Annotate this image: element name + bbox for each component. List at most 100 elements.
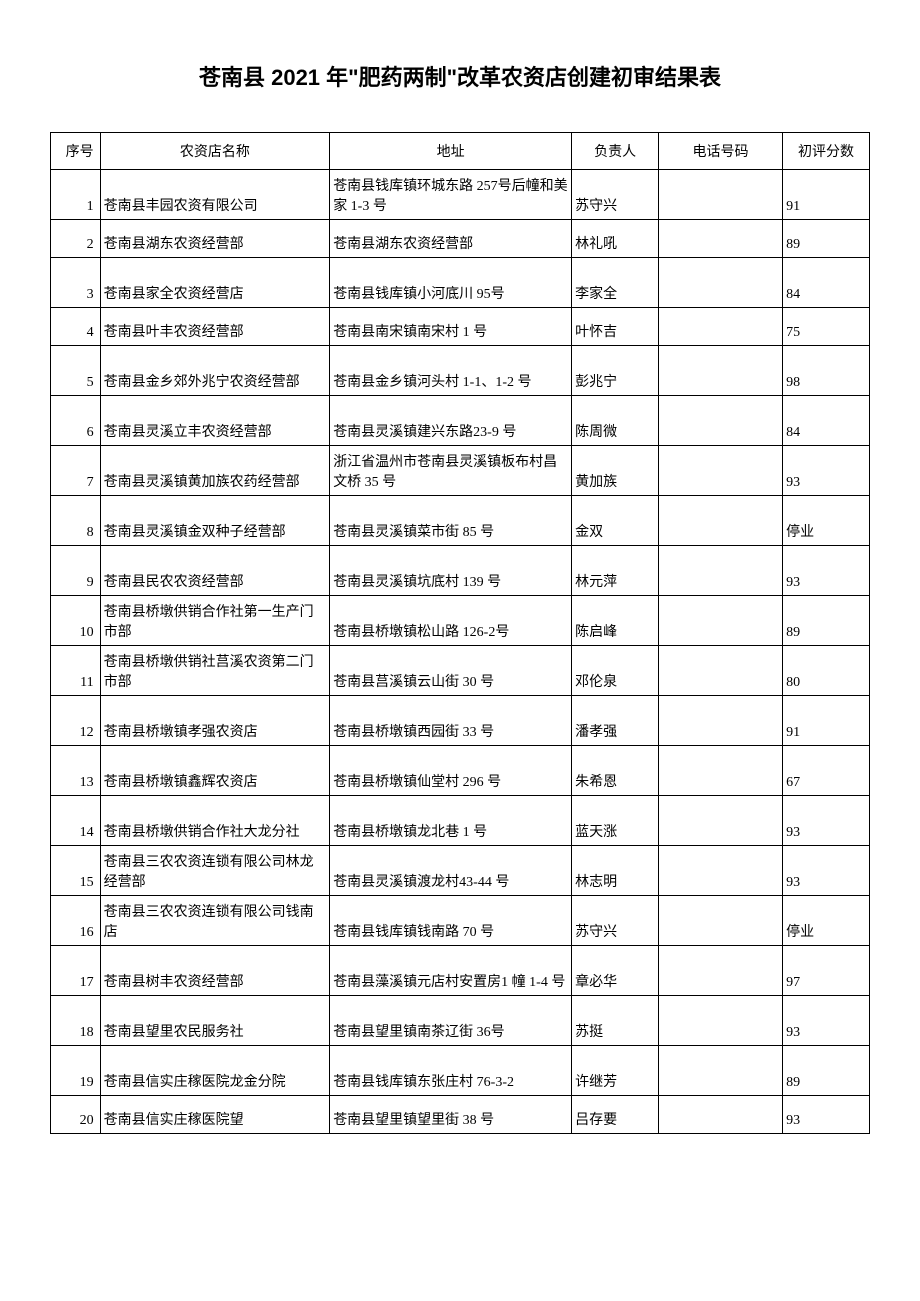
cell-name: 苍南县金乡郊外兆宁农资经营部 (100, 346, 330, 396)
cell-seq: 8 (51, 496, 101, 546)
cell-phone (659, 596, 783, 646)
header-person: 负责人 (572, 133, 659, 170)
cell-name: 苍南县丰园农资有限公司 (100, 170, 330, 220)
cell-name: 苍南县家全农资经营店 (100, 258, 330, 308)
cell-phone (659, 258, 783, 308)
cell-addr: 苍南县藻溪镇元店村安置房1 幢 1-4 号 (330, 946, 572, 996)
cell-phone (659, 496, 783, 546)
cell-phone (659, 308, 783, 346)
table-row: 11苍南县桥墩供销社莒溪农资第二门市部苍南县莒溪镇云山街 30 号邓伦泉80 (51, 646, 870, 696)
cell-name: 苍南县树丰农资经营部 (100, 946, 330, 996)
cell-phone (659, 846, 783, 896)
cell-seq: 14 (51, 796, 101, 846)
cell-score: 91 (783, 170, 870, 220)
cell-phone (659, 996, 783, 1046)
cell-phone (659, 396, 783, 446)
cell-name: 苍南县桥墩镇孝强农资店 (100, 696, 330, 746)
cell-score: 93 (783, 846, 870, 896)
table-row: 10苍南县桥墩供销合作社第一生产门市部苍南县桥墩镇松山路 126-2号陈启峰89 (51, 596, 870, 646)
cell-phone (659, 796, 783, 846)
table-row: 16苍南县三农农资连锁有限公司钱南店苍南县钱库镇钱南路 70 号苏守兴停业 (51, 896, 870, 946)
cell-addr: 苍南县钱库镇环城东路 257号后幢和美家 1-3 号 (330, 170, 572, 220)
header-seq: 序号 (51, 133, 101, 170)
cell-seq: 9 (51, 546, 101, 596)
table-row: 20苍南县信实庄稼医院望苍南县望里镇望里街 38 号吕存要93 (51, 1096, 870, 1134)
cell-score: 89 (783, 1046, 870, 1096)
table-row: 18苍南县望里农民服务社苍南县望里镇南茶辽街 36号苏挺93 (51, 996, 870, 1046)
cell-person: 朱希恩 (572, 746, 659, 796)
cell-score: 停业 (783, 496, 870, 546)
cell-name: 苍南县民农农资经营部 (100, 546, 330, 596)
cell-person: 许继芳 (572, 1046, 659, 1096)
cell-person: 林元萍 (572, 546, 659, 596)
cell-addr: 苍南县灵溪镇渡龙村43-44 号 (330, 846, 572, 896)
cell-person: 潘孝强 (572, 696, 659, 746)
cell-score: 93 (783, 796, 870, 846)
table-row: 6苍南县灵溪立丰农资经营部苍南县灵溪镇建兴东路23-9 号陈周微84 (51, 396, 870, 446)
table-row: 1苍南县丰园农资有限公司苍南县钱库镇环城东路 257号后幢和美家 1-3 号苏守… (51, 170, 870, 220)
cell-person: 林志明 (572, 846, 659, 896)
cell-phone (659, 446, 783, 496)
cell-name: 苍南县桥墩供销合作社大龙分社 (100, 796, 330, 846)
cell-seq: 20 (51, 1096, 101, 1134)
cell-name: 苍南县灵溪镇金双种子经营部 (100, 496, 330, 546)
cell-seq: 3 (51, 258, 101, 308)
cell-seq: 16 (51, 896, 101, 946)
cell-seq: 17 (51, 946, 101, 996)
table-row: 17苍南县树丰农资经营部苍南县藻溪镇元店村安置房1 幢 1-4 号章必华 97 (51, 946, 870, 996)
cell-score: 89 (783, 220, 870, 258)
cell-addr: 苍南县灵溪镇菜市街 85 号 (330, 496, 572, 546)
cell-name: 苍南县灵溪镇黄加族农药经营部 (100, 446, 330, 496)
cell-score: 84 (783, 396, 870, 446)
cell-phone (659, 896, 783, 946)
cell-person: 林礼吼 (572, 220, 659, 258)
cell-score: 84 (783, 258, 870, 308)
cell-person: 苏守兴 (572, 896, 659, 946)
table-row: 14苍南县桥墩供销合作社大龙分社苍南县桥墩镇龙北巷 1 号蓝天涨 93 (51, 796, 870, 846)
cell-name: 苍南县灵溪立丰农资经营部 (100, 396, 330, 446)
cell-addr: 苍南县钱库镇小河底川 95号 (330, 258, 572, 308)
table-row: 4苍南县叶丰农资经营部苍南县南宋镇南宋村 1 号叶怀吉75 (51, 308, 870, 346)
cell-score: 89 (783, 596, 870, 646)
cell-seq: 13 (51, 746, 101, 796)
cell-score: 93 (783, 546, 870, 596)
header-phone: 电话号码 (659, 133, 783, 170)
cell-addr: 苍南县桥墩镇西园街 33 号 (330, 696, 572, 746)
cell-score: 91 (783, 696, 870, 746)
cell-seq: 15 (51, 846, 101, 896)
table-row: 9苍南县民农农资经营部苍南县灵溪镇坑底村 139 号林元萍93 (51, 546, 870, 596)
cell-phone (659, 546, 783, 596)
cell-name: 苍南县桥墩供销社莒溪农资第二门市部 (100, 646, 330, 696)
cell-seq: 11 (51, 646, 101, 696)
cell-score: 97 (783, 946, 870, 996)
cell-person: 邓伦泉 (572, 646, 659, 696)
cell-addr: 苍南县桥墩镇仙堂村 296 号 (330, 746, 572, 796)
cell-score: 67 (783, 746, 870, 796)
cell-seq: 4 (51, 308, 101, 346)
table-row: 13苍南县桥墩镇鑫辉农资店苍南县桥墩镇仙堂村 296 号朱希恩 67 (51, 746, 870, 796)
cell-score: 80 (783, 646, 870, 696)
cell-person: 苏守兴 (572, 170, 659, 220)
cell-person: 黄加族 (572, 446, 659, 496)
table-row: 15苍南县三农农资连锁有限公司林龙经营部苍南县灵溪镇渡龙村43-44 号林志明 9… (51, 846, 870, 896)
cell-addr: 苍南县南宋镇南宋村 1 号 (330, 308, 572, 346)
cell-seq: 19 (51, 1046, 101, 1096)
table-row: 3苍南县家全农资经营店苍南县钱库镇小河底川 95号李家全84 (51, 258, 870, 308)
cell-name: 苍南县信实庄稼医院望 (100, 1096, 330, 1134)
cell-addr: 苍南县灵溪镇建兴东路23-9 号 (330, 396, 572, 446)
cell-seq: 18 (51, 996, 101, 1046)
cell-person: 蓝天涨 (572, 796, 659, 846)
cell-person: 吕存要 (572, 1096, 659, 1134)
page-title: 苍南县 2021 年"肥药两制"改革农资店创建初审结果表 (50, 60, 870, 92)
cell-person: 章必华 (572, 946, 659, 996)
cell-score: 93 (783, 1096, 870, 1134)
cell-addr: 苍南县望里镇南茶辽街 36号 (330, 996, 572, 1046)
table-row: 2苍南县湖东农资经营部苍南县湖东农资经营部林礼吼89 (51, 220, 870, 258)
cell-name: 苍南县桥墩镇鑫辉农资店 (100, 746, 330, 796)
header-score: 初评分数 (783, 133, 870, 170)
cell-phone (659, 170, 783, 220)
table-row: 12苍南县桥墩镇孝强农资店苍南县桥墩镇西园街 33 号潘孝强91 (51, 696, 870, 746)
cell-seq: 7 (51, 446, 101, 496)
cell-addr: 苍南县桥墩镇龙北巷 1 号 (330, 796, 572, 846)
cell-name: 苍南县三农农资连锁有限公司林龙经营部 (100, 846, 330, 896)
